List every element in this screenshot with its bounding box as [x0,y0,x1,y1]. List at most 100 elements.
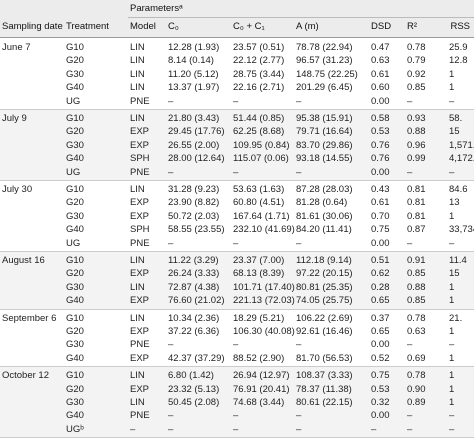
model: SPH [130,153,150,165]
model: LIN [130,184,145,195]
r2: – [407,339,413,351]
a: 81.61 (30.06) [296,210,353,222]
rss: 13 [449,197,460,209]
r2: 0.63 [407,326,426,337]
a: 78.78 (22.94) [296,42,353,53]
r2-header: R² [407,21,418,32]
rss: – [449,339,455,351]
rss: – [449,423,455,435]
a: 95.38 (15.91) [296,113,353,124]
c0-c1: 53.63 (1.63) [233,184,285,195]
block-rule [0,109,474,110]
dsd: – [371,423,377,435]
model: EXP [130,197,150,209]
rss: 1 [449,210,455,222]
c0: 58.55 (23.55) [168,224,225,236]
rss: 1 [449,326,455,337]
sampling-date: September 6 [2,312,57,324]
dsd: 0.52 [371,352,390,364]
dsd: 0.00 [371,95,390,107]
a: 81.70 (56.53) [296,352,353,364]
treatment: G10 [66,184,84,195]
r2: 0.78 [407,312,426,324]
c0-c1: 62.25 (8.68) [233,126,285,138]
dsd: 0.75 [371,224,390,236]
c0: – [168,423,174,435]
c0-c1: 232.10 (41.69) [233,224,295,236]
block-rule [0,251,474,252]
rss: 1 [449,397,455,408]
c0: – [168,339,174,351]
model: LIN [130,68,145,80]
dsd: 0.00 [371,166,390,178]
c0: 76.60 (21.02) [168,295,225,307]
c0: 23.90 (8.82) [168,197,220,209]
a: 112.18 (9.14) [296,255,352,266]
c0-c1: 22.16 (2.71) [233,82,285,94]
block-rule [0,437,474,439]
c0-header: C₀ [168,21,179,32]
dsd: 0.61 [371,197,390,209]
parameters-header: Parametersᵃ [130,3,183,14]
dsd: 0.70 [371,210,390,222]
c0: 31.28 (9.23) [168,184,220,195]
c0: – [168,410,174,422]
a-header: A (m) [296,21,319,32]
dsd: 0.65 [371,295,390,307]
dsd: 0.58 [371,113,390,124]
c0-c1: – [233,166,239,178]
sampling-date: July 30 [2,184,33,195]
rss: 1,571. [449,139,474,151]
model: LIN [130,55,145,67]
rss: – [449,166,455,178]
block-band [0,110,474,181]
dsd: 0.32 [371,397,390,408]
r2: 0.81 [407,197,426,209]
rss: 15 [449,268,460,280]
a: 106.22 (2.69) [296,312,353,324]
model: LIN [130,397,145,408]
treatment: G10 [66,312,84,324]
a: 79.71 (16.64) [296,126,353,138]
model: EXP [130,352,150,364]
r2: – [407,423,413,435]
c0-c1: – [233,410,239,422]
c0: 50.72 (2.03) [168,210,220,222]
a: 108.37 (3.33) [296,370,353,382]
treatment: G10 [66,42,84,53]
model: – [130,423,136,435]
dsd: 0.00 [371,410,390,422]
c0: 50.45 (2.08) [168,397,220,408]
r2: 0.85 [407,82,426,94]
c0: 26.55 (2.00) [168,139,220,151]
r2: 0.90 [407,383,426,395]
c0: – [168,237,174,249]
rss: 4,172.3 [449,153,474,165]
c0-c1: 221.13 (72.03) [233,295,295,307]
treatment: G30 [66,339,84,351]
block-rule [0,366,474,368]
model: LIN [130,281,145,293]
r2: 0.78 [407,42,426,53]
dsd: 0.47 [371,42,390,53]
header-bottom-rule [0,37,474,38]
rss: 15 [449,126,460,138]
r2: 0.79 [407,55,426,67]
model: LIN [130,370,145,382]
rss: – [449,410,455,422]
rss-header: RSS [450,21,470,32]
a: – [296,166,302,178]
dsd: 0.00 [371,237,390,249]
dsd: 0.00 [371,339,390,351]
treatment: G30 [66,68,84,80]
model: PNE [130,410,150,422]
dsd: 0.53 [371,383,390,395]
treatment: G20 [66,197,84,209]
sampling-date-header: Sampling date [2,21,63,32]
model: LIN [130,82,145,94]
r2: 0.78 [407,370,426,382]
rss: 84.6 [449,184,468,195]
a: 74.05 (25.75) [296,295,353,307]
c0: 11.20 (5.12) [168,68,219,80]
